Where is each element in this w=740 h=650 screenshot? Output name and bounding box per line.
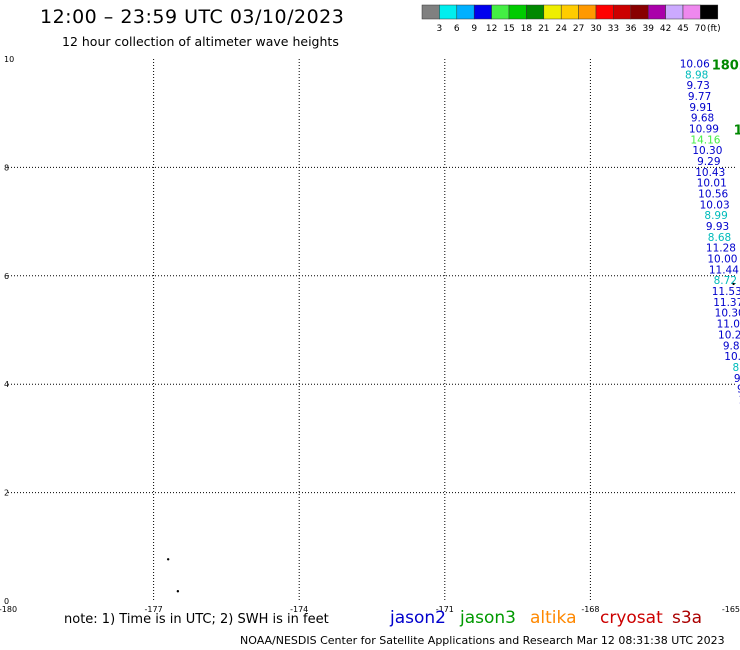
wave-height-label: 10.01 (697, 178, 727, 190)
chart-title: 12:00 – 23:59 UTC 03/10/2023 (40, 6, 345, 28)
wave-height-label: 1 (738, 394, 740, 406)
legend-swatch (543, 4, 562, 20)
wave-height-label: 8. (732, 362, 740, 374)
wave-height-label: 11.28 (706, 243, 736, 255)
legend-swatch (578, 4, 597, 20)
legend-label: 24 (555, 24, 567, 34)
legend-swatch (456, 4, 475, 20)
y-tick-label: 4 (4, 380, 9, 389)
satellite-name: altika (530, 608, 577, 628)
wave-height-label: 9. (734, 373, 740, 385)
wave-height-label: 10.56 (698, 189, 728, 201)
observation-dot (166, 558, 170, 561)
wave-height-label: 8.72 (714, 275, 737, 287)
y-tick-label: 8 (4, 163, 9, 172)
y-tick-label: 0 (4, 597, 9, 606)
observation-dot (176, 590, 180, 593)
legend-swatch (613, 4, 632, 20)
wave-height-label: 8.68 (708, 232, 731, 244)
wave-height-label: 10.00 (707, 254, 737, 266)
x-tick-label: -174 (290, 605, 308, 614)
legend-swatch (665, 4, 684, 20)
satellite-name: jason3 (460, 608, 516, 628)
legend-swatch (647, 4, 666, 20)
satellite-name: jason2 (390, 608, 446, 628)
time-label: 1803 (734, 123, 740, 138)
wave-height-label: 8.99 (704, 210, 727, 222)
footer-credit: NOAA/NESDIS Center for Satellite Applica… (240, 634, 725, 647)
wave-height-label: 11.07 (717, 319, 740, 331)
legend-swatch (491, 4, 510, 20)
wave-height-label: 11.53 (712, 286, 740, 298)
legend-label: 70 (695, 24, 707, 34)
legend-unit: (ft) (707, 24, 721, 34)
wave-height-label: 9.68 (691, 113, 714, 125)
x-tick-label: -165 (722, 605, 740, 614)
legend-swatch (508, 4, 527, 20)
wave-height-label: 10.99 (689, 123, 719, 135)
data-points: 10.068.989.739.779.919.6810.9914.1610.30… (166, 58, 740, 593)
legend-swatch (526, 4, 545, 20)
time-label: 1802 (712, 58, 740, 73)
legend-label: 6 (454, 24, 460, 34)
wave-height-label: 11.37 (713, 297, 740, 309)
legend-label: 42 (660, 24, 671, 34)
legend-label: 36 (625, 24, 637, 34)
legend-swatch (473, 4, 492, 20)
color-legend: 3 6 9 12 15 18 21 24 27 30 33 36 39 42 45 70 (ft) (421, 4, 721, 34)
wave-height-label: 9.91 (689, 102, 712, 114)
legend-swatch (439, 4, 458, 20)
x-tick-label: -180 (0, 605, 17, 614)
wave-height-label: 9.29 (697, 156, 720, 168)
legend-swatch (630, 4, 649, 20)
wave-height-label: 10.30 (692, 145, 722, 157)
grid-lines (8, 59, 736, 601)
observation-dot (732, 282, 735, 286)
legend-swatch (700, 4, 719, 20)
legend-swatch (421, 4, 440, 20)
wave-height-label: 10.03 (700, 199, 730, 211)
legend-label: 30 (590, 24, 602, 34)
wave-height-label: 8.98 (685, 69, 708, 81)
y-tick-label: 10 (4, 55, 14, 64)
legend-label: 27 (573, 24, 584, 34)
wave-height-label: 10.29 (718, 329, 740, 341)
wave-height-label: 14.16 (690, 134, 720, 146)
x-tick-label: -177 (145, 605, 163, 614)
legend-label: 12 (486, 24, 497, 34)
footer-note: note: 1) Time is in UTC; 2) SWH is in fe… (64, 612, 329, 627)
axis-tick-labels: 0 2 4 6 8 10 -180 -177 -174 -171 -168 -165 (0, 55, 740, 614)
x-tick-label: -168 (581, 605, 599, 614)
wave-height-label: 9 (737, 384, 740, 396)
legend-label: 21 (538, 24, 549, 34)
wave-height-label: 9.77 (688, 91, 711, 103)
legend-label: 45 (677, 24, 688, 34)
legend-label: 9 (471, 24, 477, 34)
wave-height-label: 9.80 (723, 340, 740, 352)
wave-height-label: 10.43 (695, 167, 725, 179)
wave-height-label: 9.93 (706, 221, 729, 233)
legend-label: 33 (608, 24, 619, 34)
wave-height-label: 10.6 (724, 351, 740, 363)
wave-height-label: 9.73 (686, 80, 709, 92)
x-tick-label: -171 (436, 605, 454, 614)
satellite-name: cryosat (600, 608, 663, 628)
wave-height-label: 11.44 (709, 264, 739, 276)
legend-label: 39 (642, 24, 654, 34)
legend-label: 18 (521, 24, 533, 34)
wave-height-label: 10.30 (715, 308, 740, 320)
y-tick-label: 6 (4, 272, 9, 281)
wave-height-label: 10.06 (680, 58, 710, 70)
y-tick-label: 2 (4, 489, 9, 498)
legend-label: 3 (437, 24, 443, 34)
legend-swatch (682, 4, 701, 20)
legend-swatch (595, 4, 614, 20)
satellite-name: s3a (672, 608, 703, 628)
chart-subtitle: 12 hour collection of altimeter wave hei… (62, 34, 339, 49)
legend-label: 15 (503, 24, 514, 34)
legend-swatch (560, 4, 579, 20)
